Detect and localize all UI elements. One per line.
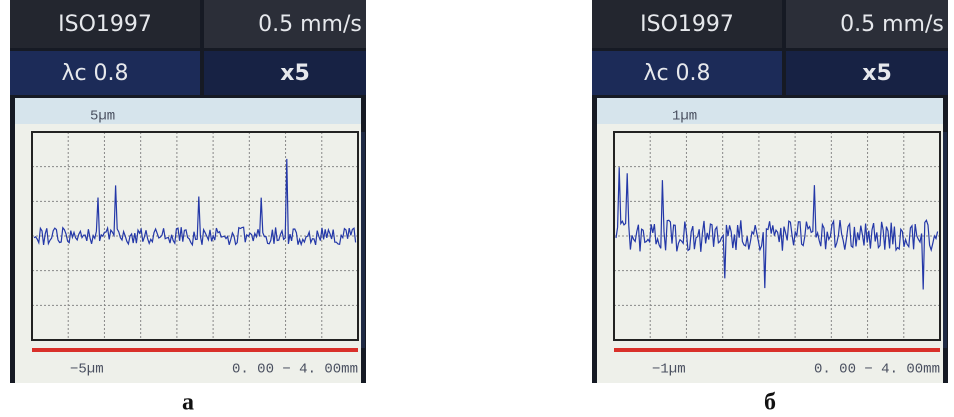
range-bottom: −1µm bbox=[652, 362, 686, 378]
speed: 0.5 mm/s bbox=[258, 12, 362, 37]
range-bottom: −5µm bbox=[70, 362, 104, 378]
caption: а bbox=[182, 390, 194, 416]
scroll-bar bbox=[943, 132, 947, 348]
length: 0. 00 − 4. 00mm bbox=[232, 362, 358, 378]
display-area bbox=[597, 124, 943, 383]
figure: ISO1997 0.5 mm/s λc 0.8 x5 5µm −5µm 0. 00 − 4.… bbox=[0, 0, 954, 417]
scroll-bar bbox=[361, 132, 365, 348]
magnification: x5 bbox=[862, 61, 892, 86]
standard: ISO1997 bbox=[640, 12, 734, 37]
range-top: 5µm bbox=[90, 109, 115, 125]
range-top: 1µm bbox=[672, 109, 697, 125]
instrument-screen: ISO1997 0.5 mm/s λc 0.8 x5 5µm −5µm 0. 00 − 4.… bbox=[10, 0, 366, 416]
speed: 0.5 mm/s bbox=[840, 12, 944, 37]
length: 0. 00 − 4. 00mm bbox=[814, 362, 940, 378]
cutoff: λc 0.8 bbox=[643, 61, 710, 86]
display-area bbox=[15, 124, 361, 383]
standard: ISO1997 bbox=[58, 12, 152, 37]
instrument-screen: ISO1997 0.5 mm/s λc 0.8 x5 1µm −1µm 0. 00 − 4.… bbox=[592, 0, 948, 416]
caption: б bbox=[764, 390, 776, 416]
cutoff: λc 0.8 bbox=[61, 61, 128, 86]
magnification: x5 bbox=[280, 61, 310, 86]
